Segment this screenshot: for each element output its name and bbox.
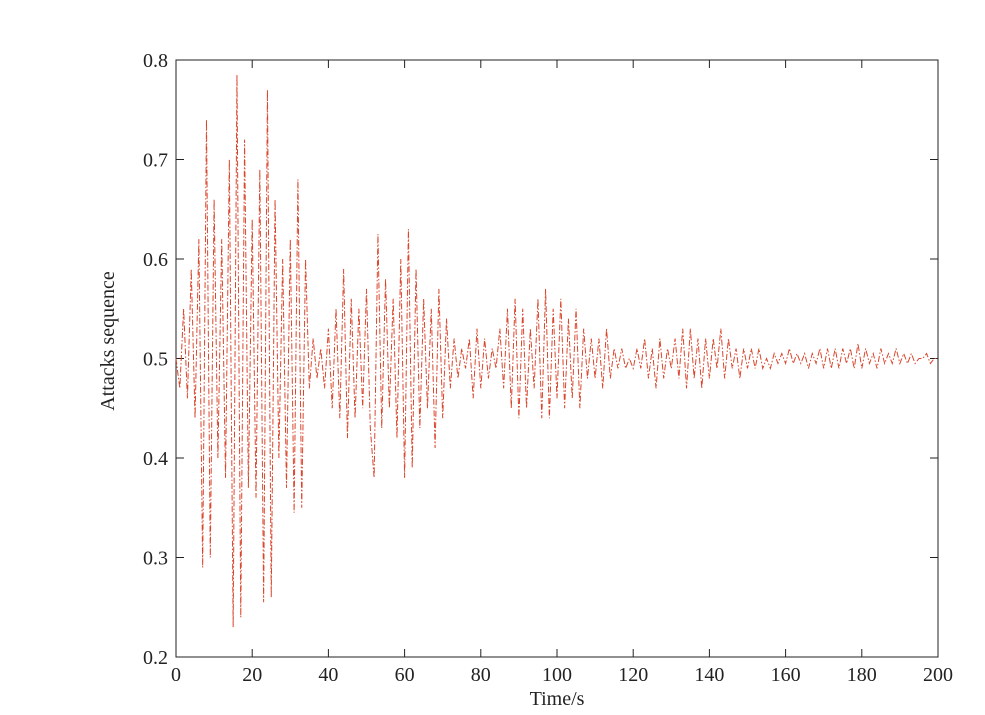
x-tick-label: 140 <box>694 664 724 686</box>
x-tick-label: 40 <box>318 664 338 686</box>
y-tick-label: 0.5 <box>143 349 168 371</box>
x-tick-label: 120 <box>618 664 648 686</box>
x-tick-label: 20 <box>242 664 262 686</box>
x-tick-label: 60 <box>395 664 415 686</box>
x-tick-label: 200 <box>923 664 953 686</box>
data-line <box>175 74 938 628</box>
x-tick-label: 180 <box>847 664 877 686</box>
x-axis-label: Time/s <box>530 688 585 710</box>
x-tick-label: 0 <box>171 664 181 686</box>
y-tick-label: 0.6 <box>143 249 168 271</box>
y-axis-label: Attacks sequence <box>97 271 119 411</box>
x-tick-label: 80 <box>471 664 491 686</box>
x-tick-label: 160 <box>771 664 801 686</box>
y-tick-label: 0.3 <box>143 548 168 570</box>
x-tick-label: 100 <box>542 664 572 686</box>
y-tick-label: 0.4 <box>143 448 168 470</box>
y-tick-label: 0.7 <box>143 150 168 172</box>
y-tick-label: 0.2 <box>143 647 168 669</box>
plot-frame <box>175 59 939 658</box>
y-tick-label: 0.8 <box>143 50 168 72</box>
